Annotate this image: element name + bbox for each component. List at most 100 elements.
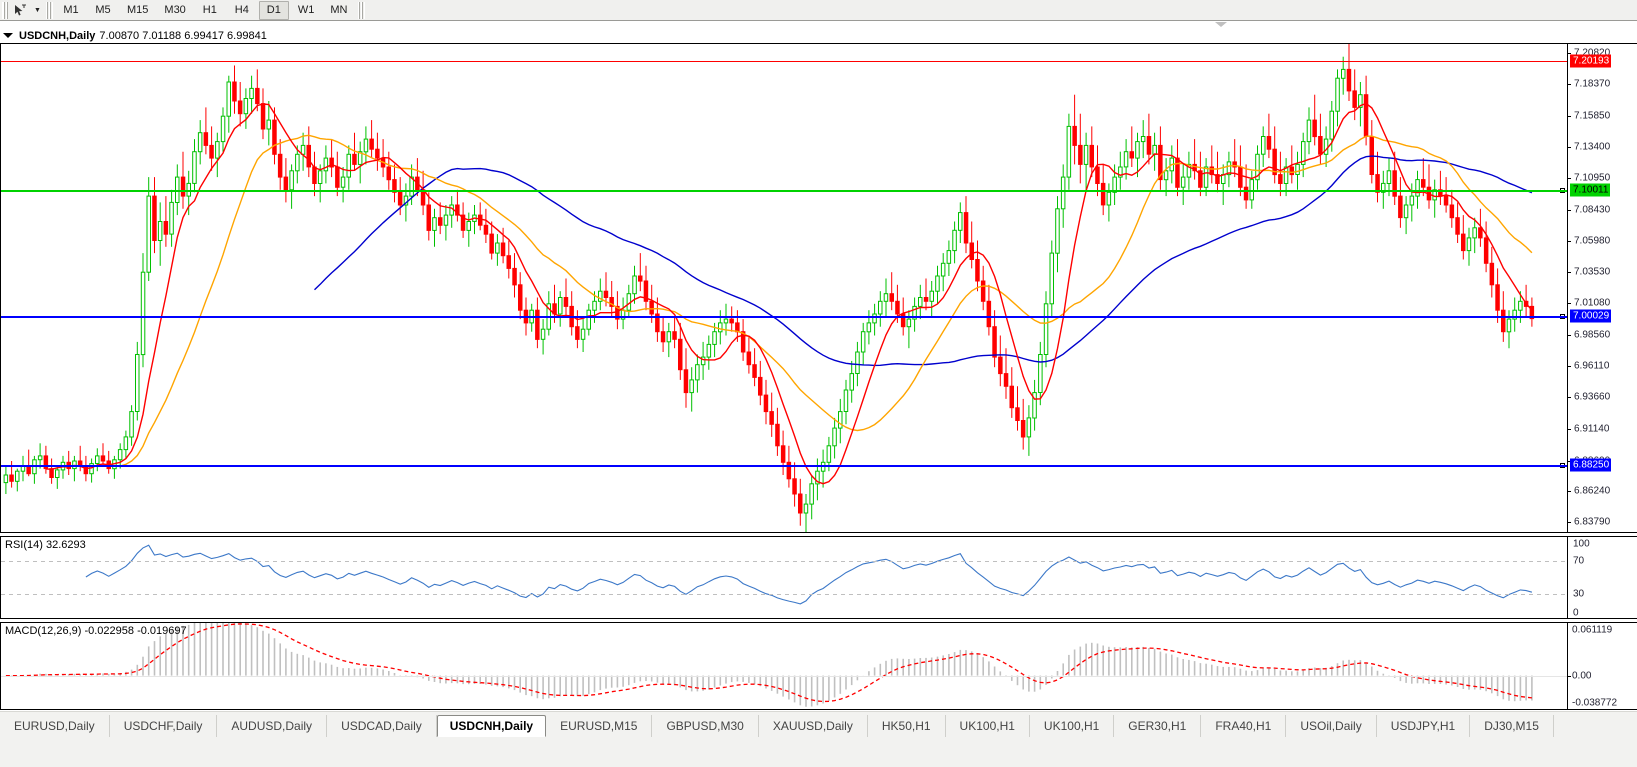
chart-tab-usdchf-daily[interactable]: USDCHF,Daily [110,715,218,737]
price-axis-label: 7.03530 [1574,266,1611,278]
resistance-level-price-tag[interactable]: 7.20193 [1570,54,1612,68]
candlestick-series [3,44,1535,532]
rsi-axis-label: 0 [1573,607,1579,619]
chart-tab-usdjpy-h1[interactable]: USDJPY,H1 [1377,715,1471,737]
rsi-axis-label: 70 [1573,555,1585,567]
chart-tab-usoil-daily[interactable]: USOil,Daily [1286,715,1377,737]
timeframe-d1[interactable]: D1 [258,0,289,20]
macd-pane[interactable]: MACD(12,26,9) -0.022958 -0.019697 [0,622,1568,710]
chart-tab-fra40-h1[interactable]: FRA40,H1 [1201,715,1287,737]
macd-axis-label: 0.061119 [1572,624,1613,636]
price-axis-tick [1568,52,1571,54]
support-level-line[interactable] [1,465,1567,468]
price-axis-tick [1568,461,1571,463]
chart-tab-xauusd-daily[interactable]: XAUUSD,Daily [759,715,868,737]
price-axis-tick [1568,396,1571,398]
price-axis-tick [1568,115,1571,117]
price-axis-label: 6.98560 [1574,329,1611,341]
macd-axis-tick [1568,675,1571,677]
price-axis-label: 7.20820 [1574,47,1611,59]
rsi-line-series [85,544,1533,605]
rsi-axis-label: 30 [1573,588,1585,600]
macd-histogram-series [5,623,1533,707]
chevron-down-icon[interactable]: ▼ [34,6,41,14]
chart-tab-audusd-daily[interactable]: AUDUSD,Daily [217,715,328,737]
chart-tab-eurusd-daily[interactable]: EURUSD,Daily [0,715,110,737]
timeframe-m1[interactable]: M1 [63,4,79,16]
crosshair-cursor-icon[interactable] [9,1,31,20]
chart-symbol-label: USDCNH,Daily [19,29,96,42]
macd-zero-line [1,675,1567,677]
price-pane[interactable] [0,43,1568,533]
rsi-plot-area[interactable] [1,537,1567,618]
chart-title-bar: USDCNH,Daily 7.00870 7.01188 6.99417 6.9… [3,29,271,42]
price-axis-label: 6.91140 [1574,423,1610,435]
rsi-level-70 [1,561,1567,563]
timeframe-h1[interactable]: H1 [202,4,217,16]
price-axis[interactable]: 7.20820 7.18370 7.15850 7.13400 7.10950 7.084… [1568,43,1637,533]
price-axis-label: 7.05980 [1574,235,1611,247]
mid-level-line[interactable] [1,189,1567,192]
chart-tab-uk100-h1[interactable]: UK100,H1 [1030,715,1115,737]
pivot-level-line[interactable] [1,316,1567,319]
timeframe-toolbar: ▼ M1 M5 M15 M30 H1 H4 D1 W1 MN [0,0,1637,21]
timeframe-m30[interactable]: M30 [164,4,186,16]
price-axis-label: 6.83790 [1574,516,1611,528]
price-axis-label: 7.08430 [1574,204,1611,216]
chart-tab-gbpusd-m30[interactable]: GBPUSD,M30 [652,715,759,737]
price-axis-tick [1568,365,1571,367]
chart-tabs: EURUSD,Daily USDCHF,Daily AUDUSD,Daily USDC… [0,715,1554,737]
candle-group [3,44,1535,532]
macd-axis[interactable]: 0.061119 0.00 -0.038772 [1568,622,1637,710]
macd-plot-area[interactable] [1,623,1567,709]
price-axis-label: 6.86240 [1574,485,1611,497]
rsi-axis[interactable]: 100 70 30 0 [1568,536,1637,619]
chart-tab-hk50-h1[interactable]: HK50,H1 [868,715,946,737]
toolbar-grip[interactable] [2,1,9,19]
pivot-level-price-tag[interactable]: 7.00029 [1570,309,1612,323]
price-plot-area[interactable] [1,44,1567,532]
price-axis-tick [1568,83,1571,85]
timeframe-m15[interactable]: M15 [127,4,149,16]
price-axis-label: 7.10950 [1574,172,1611,184]
chart-tab-dj30-m15[interactable]: DJ30,M15 [1470,715,1554,737]
macd-indicator-label: MACD(12,26,9) -0.022958 -0.019697 [5,625,187,637]
chart-workspace: USDCNH,Daily 7.00870 7.01188 6.99417 6.9… [0,21,1637,731]
chart-tab-usdcnh-daily[interactable]: USDCNH,Daily [436,715,547,737]
chart-tab-ger30-h1[interactable]: GER30,H1 [1114,715,1202,737]
triangle-down-icon[interactable] [1215,22,1227,27]
timeframe-mn[interactable]: MN [330,4,348,16]
chart-ohlc-values: 7.00870 7.01188 6.99417 6.99841 [99,29,267,42]
rsi-pane[interactable]: RSI(14) 32.6293 [0,536,1568,619]
timeframe-w1[interactable]: W1 [297,4,315,16]
rsi-axis-label: 100 [1573,538,1590,550]
price-axis-tick [1568,490,1571,492]
price-axis-tick [1568,521,1571,523]
chart-tab-eurusd-m15[interactable]: EURUSD,M15 [546,715,653,737]
price-axis-label: 7.18370 [1574,78,1611,90]
price-axis-tick [1568,334,1571,336]
timeframe-m5[interactable]: M5 [95,4,111,16]
timeframe-h4[interactable]: H4 [234,4,249,16]
triangle-down-icon[interactable] [3,33,13,38]
price-axis-label: 7.01080 [1574,297,1611,309]
price-axis-tick [1568,428,1571,430]
price-axis-tick [1568,240,1571,242]
price-axis-tick [1568,146,1571,148]
rsi-level-30 [1,593,1567,595]
price-axis-tick [1568,177,1571,179]
macd-axis-label: -0.038772 [1572,697,1618,709]
price-axis-tick [1568,302,1571,304]
price-axis-label: 7.15850 [1574,110,1611,122]
macd-signal-path [5,623,1532,703]
support-level-price-tag[interactable]: 6.88250 [1570,458,1612,472]
chart-tab-usdcad-daily[interactable]: USDCAD,Daily [327,715,437,737]
mid-level-price-tag[interactable]: 7.10011 [1570,183,1611,197]
macd-histogram [10,623,1533,707]
toolbar-separator-end [358,1,366,19]
ma-fast-line [45,102,1533,485]
ma-mid-line [119,134,1533,467]
resistance-level-line[interactable] [1,60,1567,62]
chart-tab-uk100-h1[interactable]: UK100,H1 [946,715,1030,737]
rsi-indicator-label: RSI(14) 32.6293 [5,539,86,551]
